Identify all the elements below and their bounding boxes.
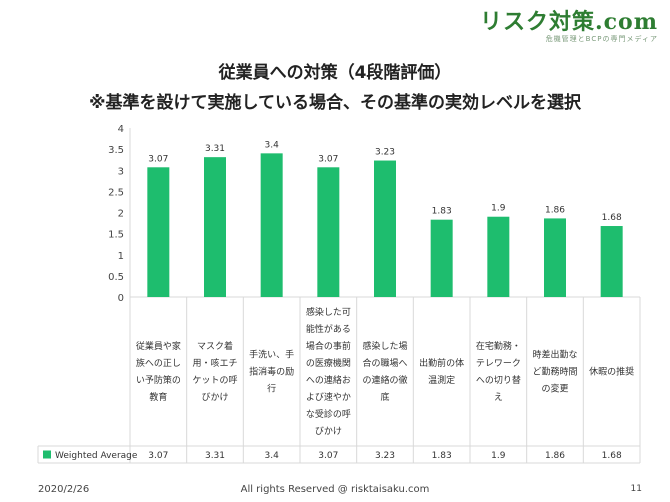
bar-7 — [544, 218, 566, 297]
x-tick-label-3-7: びかけ — [315, 426, 342, 437]
x-tick-label-2-2: 行 — [267, 383, 276, 395]
bar-6 — [487, 216, 510, 297]
legend-label: Weighted Average — [55, 451, 138, 461]
data-label-2: 3.4 — [265, 140, 280, 150]
legend-swatch — [43, 450, 51, 459]
data-label-0: 3.07 — [148, 154, 168, 164]
x-tick-label-3-6: な受診の呼 — [306, 408, 351, 420]
bar-4 — [374, 160, 396, 297]
table-value-6: 1.9 — [491, 451, 506, 461]
logo-text: リスク対策.com — [479, 9, 658, 35]
x-tick-label-1-3: びかけ — [201, 392, 228, 403]
chart-title: 従業員への対策（4段階評価） — [218, 63, 452, 83]
x-tick-label-3-5: よび速やか — [306, 392, 351, 403]
x-tick-label-3-0: 感染した可 — [306, 306, 351, 318]
table-value-5: 1.83 — [432, 451, 452, 461]
bar-5 — [430, 219, 453, 297]
table-value-8: 1.68 — [602, 451, 622, 461]
footer-copyright: All rights Reserved @ risktaisaku.com — [240, 484, 430, 495]
y-tick-label-6: 3 — [118, 166, 124, 177]
chart-subtitle: ※基準を設けて実施している場合、その基準の実効レベルを選択 — [88, 93, 581, 113]
x-tick-label-5-0: 出勤前の体 — [419, 357, 464, 369]
x-tick-label-6-3: え — [494, 392, 503, 403]
y-tick-label-0: 0 — [118, 293, 124, 304]
data-label-6: 1.9 — [491, 204, 506, 214]
bar-3 — [317, 167, 340, 297]
x-tick-label-5-1: 温測定 — [428, 374, 455, 386]
x-tick-label-4-2: の連絡の徹 — [362, 374, 407, 386]
y-tick-label-8: 4 — [118, 124, 124, 135]
table-value-7: 1.86 — [545, 451, 565, 461]
y-tick-label-3: 1.5 — [108, 230, 124, 241]
x-tick-label-4-3: 底 — [380, 391, 389, 403]
x-tick-label-3-4: への連絡お — [306, 374, 351, 386]
bar-0 — [147, 167, 170, 297]
y-tick-label-4: 2 — [118, 209, 124, 220]
data-label-4: 3.23 — [375, 148, 395, 158]
table-value-3: 3.07 — [318, 451, 338, 461]
x-tick-label-4-0: 感染した場 — [362, 340, 407, 352]
x-tick-label-0-3: 教育 — [149, 391, 167, 403]
table-value-4: 3.23 — [375, 451, 395, 461]
y-tick-label-5: 2.5 — [108, 187, 124, 198]
x-tick-label-7-1: ど勤務時間 — [532, 366, 577, 378]
x-tick-label-6-0: 在宅勤務・ — [476, 340, 521, 352]
x-tick-label-8-0: 休暇の推奨 — [589, 366, 634, 378]
data-label-1: 3.31 — [205, 144, 225, 154]
x-tick-label-6-2: への切り替 — [476, 374, 521, 386]
bar-1 — [204, 157, 226, 297]
bar-8 — [600, 226, 623, 297]
y-tick-label-1: 0.5 — [108, 272, 124, 283]
x-tick-label-3-2: 場合の事前 — [306, 340, 351, 352]
x-tick-label-7-2: の変更 — [541, 383, 568, 395]
data-label-8: 1.68 — [602, 213, 622, 223]
x-tick-label-3-1: 能性がある — [306, 323, 351, 335]
x-tick-label-2-1: 指消毒の励 — [249, 366, 294, 378]
x-tick-label-1-1: 用・咳エチ — [192, 357, 237, 369]
x-tick-label-7-0: 時差出勤な — [532, 349, 577, 361]
bar-2 — [260, 153, 283, 297]
x-tick-label-0-2: い予防策の — [136, 374, 181, 386]
table-value-1: 3.31 — [205, 451, 225, 461]
x-tick-label-2-0: 手洗い、手 — [249, 349, 294, 361]
logo-tagline: 危機管理とBCPの専門メディア — [545, 35, 658, 43]
x-tick-label-6-1: テレワーク — [476, 358, 521, 369]
data-label-5: 1.83 — [432, 207, 452, 217]
data-label-7: 1.86 — [545, 205, 565, 215]
x-tick-label-0-1: 族への正し — [136, 357, 181, 369]
y-tick-label-7: 3.5 — [108, 145, 124, 156]
x-tick-label-3-3: の医療機関 — [306, 357, 351, 369]
logo: リスク対策.com 危機管理とBCPの専門メディア — [480, 4, 658, 44]
table-value-2: 3.4 — [265, 451, 280, 461]
y-tick-label-2: 1 — [118, 251, 124, 262]
x-tick-label-0-0: 従業員や家 — [136, 340, 181, 352]
footer-date: 2020/2/26 — [38, 484, 90, 495]
x-tick-label-1-2: ケットの呼 — [192, 375, 237, 386]
x-tick-label-1-0: マスク着 — [197, 340, 233, 352]
table-value-0: 3.07 — [148, 451, 168, 461]
x-tick-label-4-1: 合の職場へ — [362, 357, 407, 369]
page-number: 11 — [630, 484, 642, 494]
data-label-3: 3.07 — [318, 154, 338, 164]
